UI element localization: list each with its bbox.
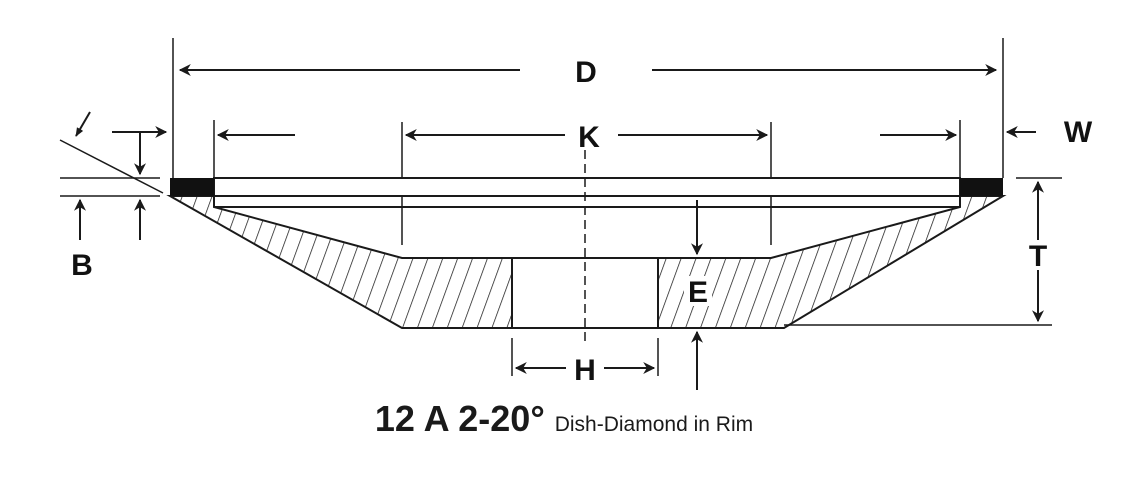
h-label: H <box>574 354 596 387</box>
diagram-caption: 12 A 2-20° Dish-Diamond in Rim <box>0 398 1128 440</box>
b-label: B <box>71 249 93 282</box>
wheel-code: 12 A 2-20° <box>374 398 545 439</box>
k-label: K <box>578 121 600 154</box>
e-label-backdrop <box>684 276 712 306</box>
wheel-description: Dish-Diamond in Rim <box>554 413 754 436</box>
d-label: D <box>575 56 597 89</box>
w-label: W <box>1064 116 1093 149</box>
t-label: T <box>1029 240 1047 273</box>
e-label: E <box>688 276 708 309</box>
b-arrow-angle <box>75 111 91 137</box>
diamond-rim-left <box>170 178 214 196</box>
diamond-rim-right <box>960 178 1003 196</box>
wheel-body-left <box>166 195 513 329</box>
top-plate <box>213 177 961 197</box>
wheel-body-right <box>657 195 1007 329</box>
angle-line <box>59 139 164 194</box>
